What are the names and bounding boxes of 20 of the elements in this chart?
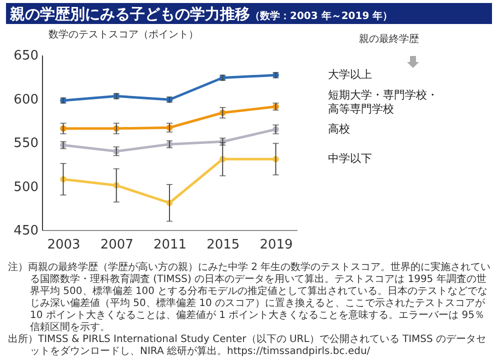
chart-title: 親の学歴別にみる子どもの学力推移 xyxy=(10,5,250,23)
x-tick-label: 2007 xyxy=(100,238,134,252)
y-tick-label: 600 xyxy=(14,92,38,108)
y-tick-label: 500 xyxy=(14,180,38,195)
y-tick-label: 550 xyxy=(14,136,38,151)
x-tick-label: 2019 xyxy=(260,238,293,252)
text: 高校 xyxy=(328,122,350,136)
y-tick-label: 650 xyxy=(14,48,38,64)
x-tick-label: 2011 xyxy=(153,238,187,252)
text: 中学以下 xyxy=(328,152,372,166)
text: 大学以上 xyxy=(328,68,372,82)
x-tick-label: 2003 xyxy=(47,238,80,252)
text: （数学：2003 年～2019 年） xyxy=(250,11,393,22)
text: 注）両親の最終学歴（学歴が高い方の親）にみた中学 2 年生の数学のテストスコア。世界的に実施されている国際数学・理科教育調査 (TIMSS) の日本のデータを用いて算出。テストスコアは 1995 年調査の世界平均 500、標準偏差 100 とする分布モデルの推定値として算出されている。日本のテストなどでなじみ深い偏差値（平均 50、標準偏差 10 のスコア）に置き換えると、ここで示されたテストスコアが 10 ポイント大きくなることは、偏差値が 1 ポイント大きくなることを意味する。エラーバーは 95％信頼区間を示す。 xyxy=(8,262,492,334)
x-tick-label: 2015 xyxy=(206,238,240,252)
legend-title: 親の最終学歴 xyxy=(359,33,419,45)
y-tick-label: 450 xyxy=(14,224,38,238)
text: 短期大学・専門学校・高等専門学校 xyxy=(328,88,438,116)
text: 出所）TIMSS & PIRLS International Study Center（以下の URL）で公開されている TIMSS のデータセットをダウンロードし、NIRA 総研が算出。https://timssandpirls.bc.edu/ xyxy=(8,334,488,358)
y-axis-title: 数学のテストスコア（ポイント） xyxy=(48,28,198,40)
